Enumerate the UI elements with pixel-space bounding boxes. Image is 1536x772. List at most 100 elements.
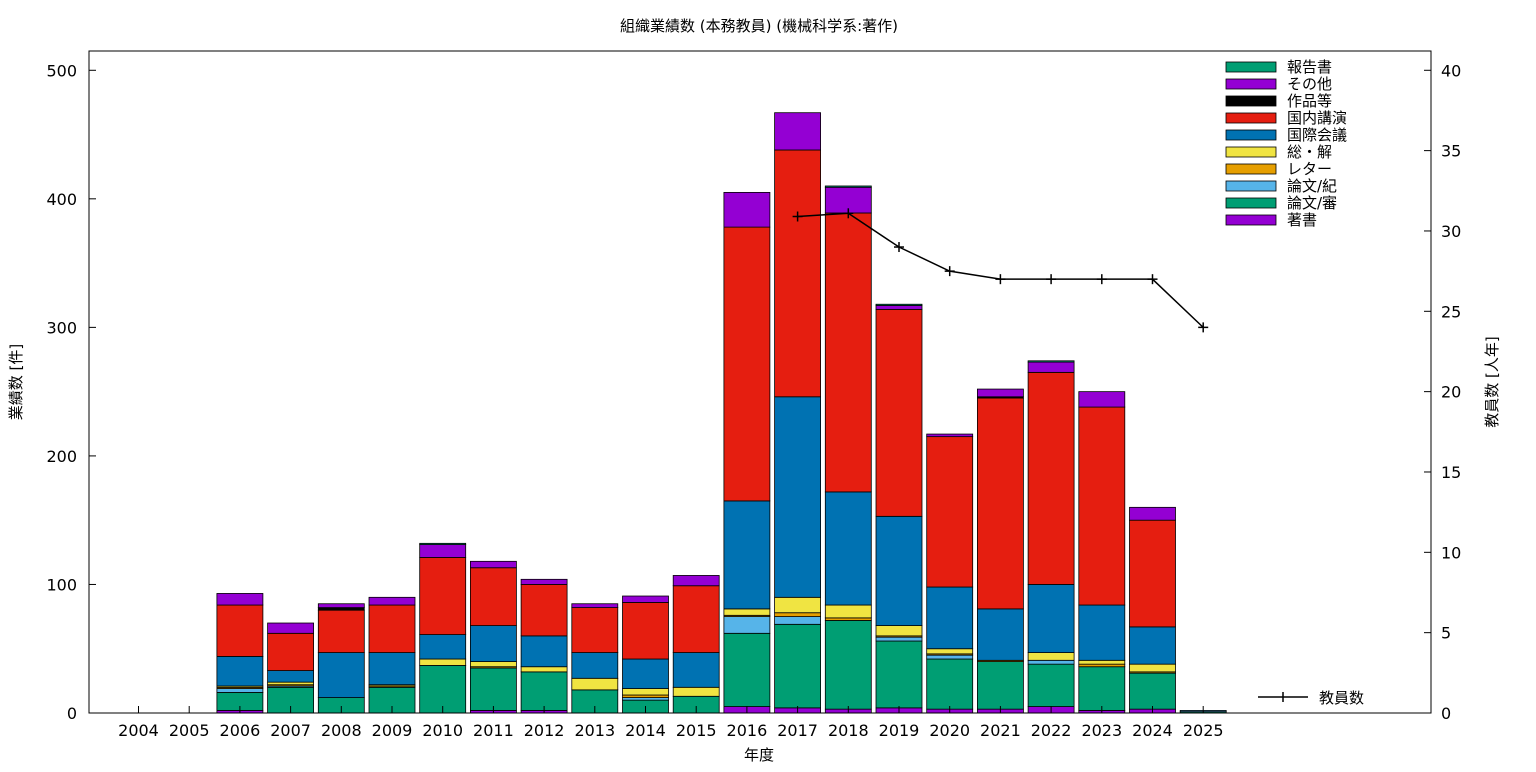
x-axis-title: 年度 [744,746,774,764]
bar-segment [926,648,974,655]
bar-segment [672,585,720,653]
bar-segment [1129,519,1176,628]
bar-segment [875,308,923,517]
x-tick-label: 2015 [676,721,717,740]
legend-item: 総・解 [1225,143,1332,161]
bar-segment [520,635,568,668]
bar-segment [1027,652,1075,661]
legend-item: 著書 [1225,211,1317,229]
bar-segment [216,593,264,606]
teacher-count-point [894,242,904,253]
y2-tick-label: 25 [1441,302,1461,321]
bar-segment [926,654,974,660]
teacher-count-point [944,266,955,277]
x-tick-label: 2008 [321,721,362,740]
y2-tick-label: 5 [1441,624,1451,643]
bar-segment [875,640,923,709]
bar-segment [469,567,517,626]
bar-segment [1078,406,1126,606]
x-tick-label: 2025 [1183,721,1224,740]
bar-segment [926,658,974,710]
bar-segment [419,665,467,714]
bar-segment [926,436,974,588]
legend-item: レター [1225,160,1332,178]
bar-segment [469,667,517,711]
legend-swatch [1225,112,1277,124]
bar-segment [977,661,1024,710]
legend-item: その他 [1225,75,1332,93]
bar-segment [875,305,923,310]
legend-item: 報告書 [1225,58,1332,76]
legend-swatch [1225,61,1277,73]
legend-item: 国際会議 [1225,126,1347,144]
bar-segment [875,636,923,642]
legend-label: 国内講演 [1287,109,1347,127]
bar-segment [824,491,872,606]
y2-tick-label: 0 [1441,704,1451,723]
bar-segment [1027,663,1075,707]
legend-label: 報告書 [1287,58,1332,76]
bar-segment [824,212,872,493]
bar-segment [469,661,517,668]
x-tick-label: 2017 [777,721,818,740]
y-axis-title: 業績数 [件] [7,344,25,420]
teacher-count-point [1198,322,1209,333]
bar-segment [774,616,821,625]
bar-segment [1027,371,1075,585]
bar-segment [824,604,872,619]
bar-segment [774,396,821,598]
x-tick-label: 2012 [524,721,565,740]
bar-segment [875,625,923,637]
bar-segment [1129,506,1176,521]
bar-segment [267,622,315,634]
x-tick-label: 2013 [574,721,615,740]
bar-segment [875,303,923,306]
legend-swatch [1225,129,1277,141]
bar-segment [317,652,365,698]
y-tick-label: 200 [46,447,77,466]
bar-segment [317,609,365,653]
legend-label: 論文/審 [1287,194,1337,212]
bar-segment [1129,626,1176,665]
y2-axis-title: 教員数 [人年] [1483,336,1501,427]
y-tick-label: 400 [46,190,77,209]
bar-segment [622,602,669,660]
x-tick-label: 2020 [929,721,970,740]
legend-item: 論文/審 [1225,194,1337,212]
legend-swatch [1225,214,1277,226]
bar-segment [622,595,669,603]
bar-segment [926,586,974,650]
bar-segment [520,578,568,585]
bar-segment [419,557,467,635]
bar-segment [419,544,467,558]
legend-swatch [1225,78,1277,90]
y2-tick-label: 10 [1441,543,1461,562]
x-tick-label: 2004 [118,721,159,740]
bar-segment [622,658,669,689]
bar-segment [1078,659,1126,665]
legend-label: 教員数 [1319,689,1364,707]
bar-segment [1078,391,1126,408]
bar-segment [774,596,821,614]
x-tick-label: 2018 [828,721,869,740]
x-tick-label: 2019 [879,721,920,740]
bar-segment [824,185,872,188]
x-tick-label: 2011 [473,721,514,740]
bar-segment [520,671,568,711]
x-tick-label: 2021 [980,721,1021,740]
bar-segment [875,515,923,626]
bar-segment [622,688,669,696]
bar-segment [723,616,771,634]
bar-segment [571,603,619,608]
plot-frame [88,50,1432,714]
y2-tick-label: 20 [1441,383,1461,402]
x-tick-label: 2009 [372,721,413,740]
x-tick-label: 2007 [270,721,311,740]
bar-segment [723,191,771,228]
y2-tick-label: 15 [1441,463,1461,482]
legend-label: その他 [1287,75,1332,93]
bar-segment [926,433,974,438]
legend-label: 国際会議 [1287,126,1347,144]
bar-segment [216,604,264,657]
legend-swatch [1225,197,1277,209]
